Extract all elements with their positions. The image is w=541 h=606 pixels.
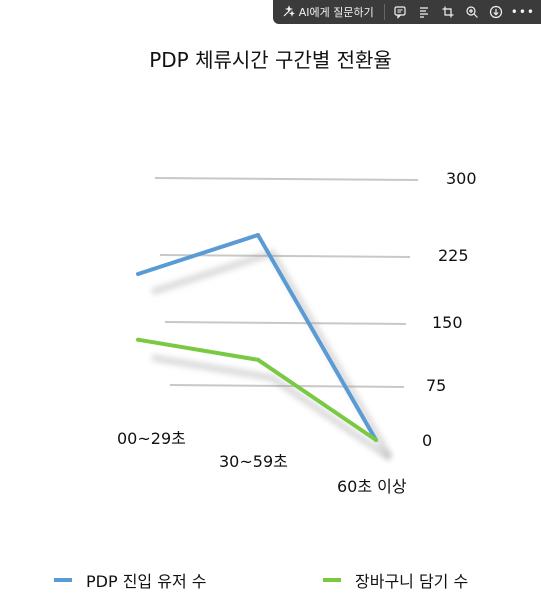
chart-title: PDP 체류시간 구간별 전환율 [149,48,392,72]
data-point [256,233,260,237]
legend-swatch-cart-adds [323,578,341,582]
series-shadow [150,249,394,460]
data-point [374,438,378,442]
data-point [136,337,140,342]
legend-item-pdp-users: PDP 진입 유저 수 [54,568,206,592]
y-tick-label: 0 [422,431,432,450]
series-line [137,233,378,441]
y-tick-label: 300 [446,169,477,188]
grid-line [164,321,407,325]
grid-line [154,177,419,181]
comment-button[interactable] [389,1,411,23]
zoom-button[interactable] [461,1,483,23]
series-lines [136,233,378,442]
legend-item-cart-adds: 장바구니 담기 수 [323,568,468,592]
legend-label-cart-adds: 장바구니 담기 수 [355,572,469,591]
y-axis-tick-labels: 0 75 150 225 300 [422,169,477,450]
summary-icon [417,5,431,19]
data-point [136,272,140,276]
ask-ai-button[interactable]: AI에게 질문하기 [279,4,380,20]
download-icon [489,5,503,19]
sparkle-icon [281,5,295,19]
legend-swatch-pdp-users [54,578,72,582]
series-shadow [151,354,392,461]
x-tick-label: 60초 이상 [337,477,407,496]
download-button[interactable] [485,1,507,23]
zoom-icon [465,5,479,19]
x-axis-tick-labels: 00~29초 30~59초 60초 이상 [117,429,407,496]
x-tick-label: 00~29초 [117,429,186,448]
comment-icon [393,5,407,19]
ask-ai-label: AI에게 질문하기 [298,6,374,19]
y-tick-label: 75 [426,376,446,395]
image-toolbar: AI에게 질문하기 ••• [272,0,541,24]
crop-icon [441,5,455,19]
toolbar-divider [383,4,385,20]
legend-label-pdp-users: PDP 진입 유저 수 [86,572,207,591]
data-point [256,357,260,362]
summary-button[interactable] [413,1,435,23]
y-tick-label: 150 [432,313,463,332]
line-shadows [150,249,394,461]
more-icon[interactable]: ••• [510,5,535,19]
y-tick-label: 225 [438,246,469,265]
x-tick-label: 30~59초 [219,452,288,471]
crop-button[interactable] [437,1,459,23]
